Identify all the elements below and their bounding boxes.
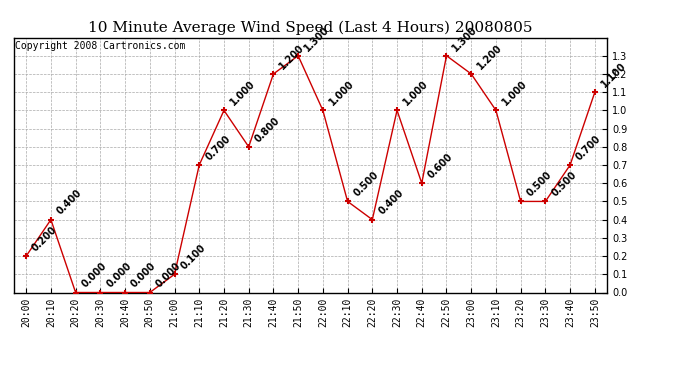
Text: 0.600: 0.600 [426,152,455,180]
Text: 0.700: 0.700 [204,134,233,162]
Text: 0.000: 0.000 [104,261,133,290]
Text: 0.400: 0.400 [55,188,84,217]
Text: 0.000: 0.000 [154,261,183,290]
Title: 10 Minute Average Wind Speed (Last 4 Hours) 20080805: 10 Minute Average Wind Speed (Last 4 Hou… [88,21,533,35]
Text: 0.200: 0.200 [30,225,59,253]
Text: 1.000: 1.000 [228,79,257,108]
Text: 1.300: 1.300 [451,24,480,53]
Text: 0.400: 0.400 [377,188,405,217]
Text: 0.100: 0.100 [179,243,208,272]
Text: Copyright 2008 Cartronics.com: Copyright 2008 Cartronics.com [15,41,186,51]
Text: 1.000: 1.000 [401,79,430,108]
Text: 1.000: 1.000 [327,79,356,108]
Text: 1.200: 1.200 [277,42,306,71]
Text: 0.500: 0.500 [549,170,578,199]
Text: 0.700: 0.700 [574,134,603,162]
Text: 0.500: 0.500 [525,170,553,199]
Text: 1.300: 1.300 [302,24,331,53]
Text: 1.000: 1.000 [500,79,529,108]
Text: 0.500: 0.500 [352,170,381,199]
Text: 1.200: 1.200 [475,42,504,71]
Text: 1.100: 1.100 [599,60,628,89]
Text: 0.800: 0.800 [253,115,282,144]
Text: 0.000: 0.000 [129,261,158,290]
Text: 0.000: 0.000 [80,261,108,290]
